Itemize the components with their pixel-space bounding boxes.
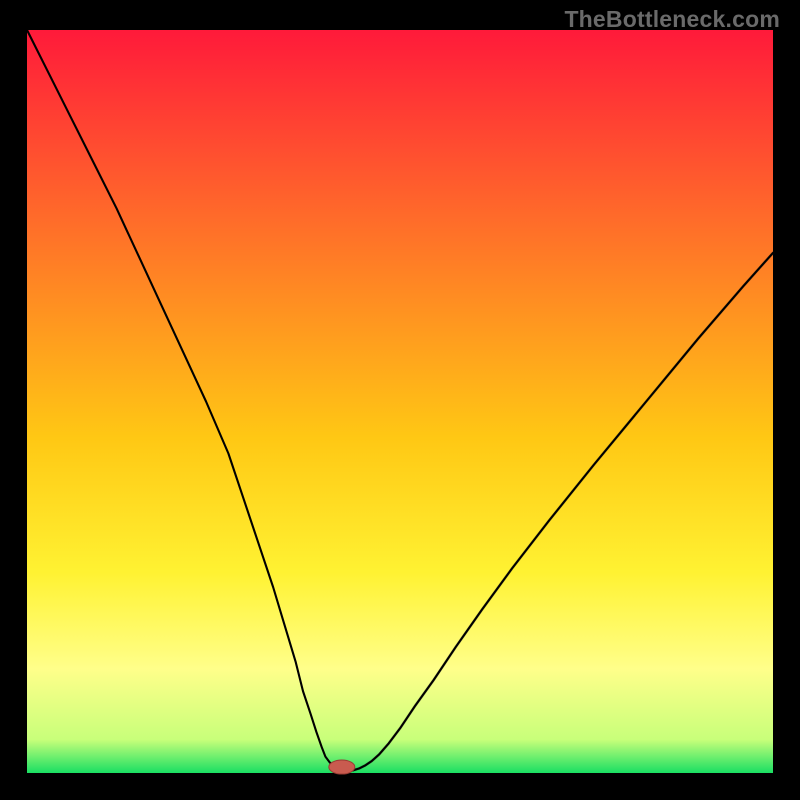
bottleneck-curve-layer — [0, 0, 800, 800]
watermark-text: TheBottleneck.com — [564, 6, 780, 33]
curve-left-branch — [27, 30, 348, 771]
chart-frame: TheBottleneck.com — [0, 0, 800, 800]
curve-right-branch — [348, 253, 773, 771]
bottleneck-marker — [329, 760, 355, 774]
